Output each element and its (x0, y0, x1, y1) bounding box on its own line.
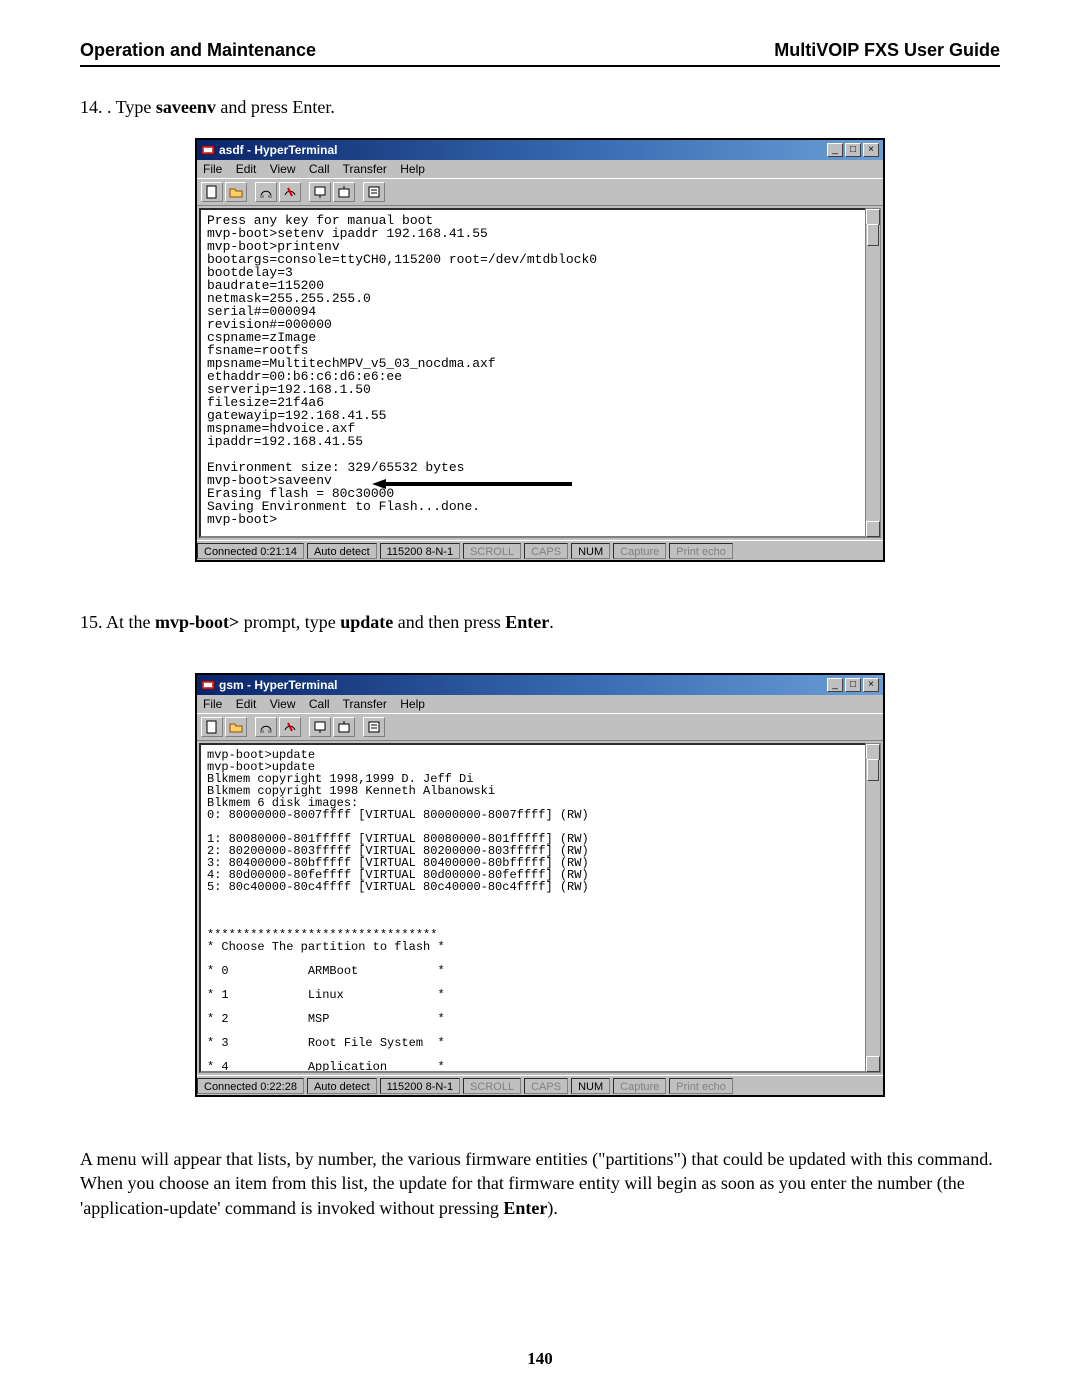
status-capture-2: Capture (613, 1078, 666, 1094)
window-title-2: gsm - HyperTerminal (219, 678, 337, 692)
tool-send-icon[interactable] (309, 717, 331, 737)
status-cfg-2: 115200 8-N-1 (380, 1078, 460, 1094)
step15-enter: Enter (505, 612, 549, 632)
maximize-button[interactable]: □ (845, 143, 861, 157)
status-echo-1: Print echo (669, 543, 733, 559)
minimize-button[interactable]: _ (827, 143, 843, 157)
menu-transfer[interactable]: Transfer (343, 162, 387, 176)
step15-prompt: mvp-boot> (155, 612, 239, 632)
close-button[interactable]: × (863, 143, 879, 157)
status-capture-1: Capture (613, 543, 666, 559)
titlebar-1: asdf - HyperTerminal _ □ × (197, 140, 883, 160)
menu-help[interactable]: Help (400, 697, 425, 711)
minimize-button[interactable]: _ (827, 678, 843, 692)
step-14: 14. . Type saveenv and press Enter. (80, 97, 1000, 118)
tool-disconnect-icon[interactable] (279, 182, 301, 202)
menu-call[interactable]: Call (309, 697, 330, 711)
step15-suffix: . (549, 612, 554, 632)
maximize-button[interactable]: □ (845, 678, 861, 692)
status-caps-1: CAPS (524, 543, 568, 559)
tool-connect-icon[interactable] (255, 717, 277, 737)
toolbar-1 (197, 178, 883, 206)
step15-mid: prompt, type (239, 612, 340, 632)
step15-prefix: 15. At the (80, 612, 155, 632)
status-conn-2: Connected 0:22:28 (197, 1078, 304, 1094)
scrollbar-1[interactable] (865, 208, 881, 538)
menu-file[interactable]: File (203, 697, 222, 711)
statusbar-1: Connected 0:21:14 Auto detect 115200 8-N… (197, 540, 883, 560)
tool-receive-icon[interactable] (333, 182, 355, 202)
window-title-1: asdf - HyperTerminal (219, 143, 337, 157)
tool-open-icon[interactable] (225, 182, 247, 202)
step14-cmd: saveenv (156, 97, 216, 117)
status-scroll-1: SCROLL (463, 543, 521, 559)
tool-receive-icon[interactable] (333, 717, 355, 737)
toolbar-2 (197, 713, 883, 741)
menu-edit[interactable]: Edit (236, 162, 257, 176)
status-num-1: NUM (571, 543, 610, 559)
terminal-output-1[interactable]: Press any key for manual boot mvp-boot>s… (199, 208, 881, 538)
tool-open-icon[interactable] (225, 717, 247, 737)
app-icon (201, 678, 215, 692)
terminal-area-2: mvp-boot>update mvp-boot>update Blkmem c… (197, 741, 883, 1075)
step14-suffix: and press Enter. (216, 97, 335, 117)
hyperterminal-window-2: gsm - HyperTerminal _ □ × File Edit View… (195, 673, 885, 1097)
status-echo-2: Print echo (669, 1078, 733, 1094)
tool-new-icon[interactable] (201, 182, 223, 202)
menu-transfer[interactable]: Transfer (343, 697, 387, 711)
step15-cmd: update (340, 612, 393, 632)
status-conn-1: Connected 0:21:14 (197, 543, 304, 559)
app-icon (201, 143, 215, 157)
para-bold: Enter (503, 1198, 547, 1218)
menubar-1: File Edit View Call Transfer Help (197, 160, 883, 178)
tool-disconnect-icon[interactable] (279, 717, 301, 737)
status-cfg-1: 115200 8-N-1 (380, 543, 460, 559)
status-caps-2: CAPS (524, 1078, 568, 1094)
statusbar-2: Connected 0:22:28 Auto detect 115200 8-N… (197, 1075, 883, 1095)
step-15: 15. At the mvp-boot> prompt, type update… (80, 612, 1000, 633)
tool-properties-icon[interactable] (363, 182, 385, 202)
menu-view[interactable]: View (270, 697, 296, 711)
tool-send-icon[interactable] (309, 182, 331, 202)
para-t2: ). (547, 1198, 558, 1218)
terminal-output-2[interactable]: mvp-boot>update mvp-boot>update Blkmem c… (199, 743, 881, 1073)
step14-prefix: 14. . Type (80, 97, 156, 117)
header-section-title: Operation and Maintenance (80, 40, 316, 61)
status-detect-1: Auto detect (307, 543, 377, 559)
page-number: 140 (0, 1349, 1080, 1369)
header-guide-title: MultiVOIP FXS User Guide (774, 40, 1000, 61)
tool-properties-icon[interactable] (363, 717, 385, 737)
tool-connect-icon[interactable] (255, 182, 277, 202)
menu-view[interactable]: View (270, 162, 296, 176)
tool-new-icon[interactable] (201, 717, 223, 737)
terminal-area-1: Press any key for manual boot mvp-boot>s… (197, 206, 883, 540)
step15-mid2: and then press (393, 612, 505, 632)
status-detect-2: Auto detect (307, 1078, 377, 1094)
hyperterminal-window-1: asdf - HyperTerminal _ □ × File Edit Vie… (195, 138, 885, 562)
menu-file[interactable]: File (203, 162, 222, 176)
close-button[interactable]: × (863, 678, 879, 692)
explanatory-paragraph: A menu will appear that lists, by number… (80, 1147, 1000, 1220)
titlebar-2: gsm - HyperTerminal _ □ × (197, 675, 883, 695)
status-scroll-2: SCROLL (463, 1078, 521, 1094)
status-num-2: NUM (571, 1078, 610, 1094)
scrollbar-2[interactable] (865, 743, 881, 1073)
menu-call[interactable]: Call (309, 162, 330, 176)
page-header: Operation and Maintenance MultiVOIP FXS … (80, 40, 1000, 67)
menu-edit[interactable]: Edit (236, 697, 257, 711)
menu-help[interactable]: Help (400, 162, 425, 176)
menubar-2: File Edit View Call Transfer Help (197, 695, 883, 713)
